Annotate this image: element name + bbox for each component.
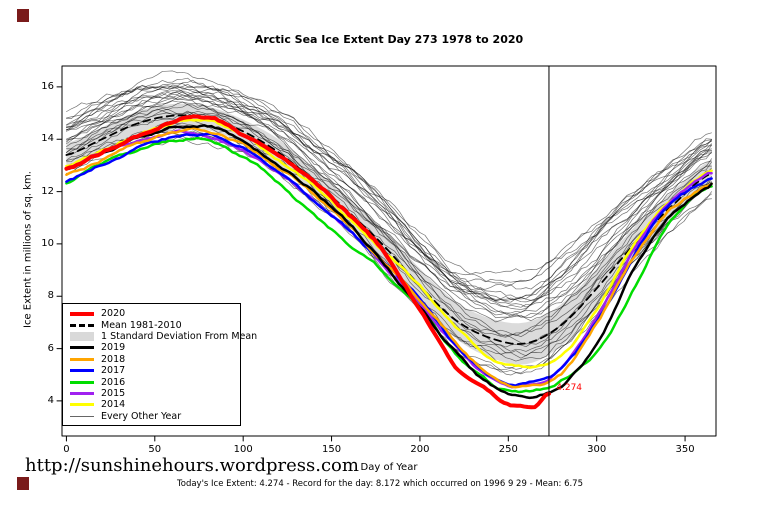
legend-item: Every Other Year — [69, 411, 234, 422]
x-tick-label: 50 — [148, 444, 162, 455]
legend-item: 2016 — [69, 376, 234, 388]
legend-item: 2020 — [69, 308, 234, 319]
legend-item-label: 2014 — [101, 399, 126, 411]
legend-item: 2019 — [69, 342, 234, 353]
legend-swatch-line-icon — [69, 380, 95, 384]
y-tick-label: 12 — [41, 185, 54, 197]
legend-item: 2015 — [69, 388, 234, 399]
x-tick-label: 250 — [498, 444, 518, 455]
legend-item: 2014 — [69, 399, 234, 410]
chart-caption: Today's Ice Extent: 4.274 - Record for t… — [177, 479, 583, 489]
x-tick-label: 350 — [675, 444, 695, 455]
legend-item-label: 2015 — [101, 387, 126, 399]
legend-item-label: Every Other Year — [101, 410, 182, 422]
legend-swatch-line-icon — [69, 391, 95, 395]
legend-item: 1 Standard Deviation From Mean — [69, 331, 257, 342]
x-tick-label: 0 — [63, 444, 70, 455]
source-url-text: http://sunshinehours.wordpress.com — [25, 455, 359, 476]
legend-item-label: 2018 — [101, 353, 126, 365]
current-value-annotation: 4.274 — [556, 382, 583, 393]
x-tick-label: 150 — [322, 444, 342, 455]
legend-swatch-line-icon — [69, 369, 95, 373]
legend-item-label: 2016 — [101, 376, 126, 388]
legend-swatch-line-icon — [69, 357, 95, 361]
corner-marker-top-left — [17, 9, 29, 22]
y-tick-label: 10 — [41, 237, 54, 249]
legend-item-label: 2020 — [101, 308, 126, 320]
legend-item-label: 1 Standard Deviation From Mean — [101, 330, 258, 342]
legend-swatch-line-icon — [69, 415, 95, 417]
x-tick-label: 300 — [587, 444, 607, 455]
legend-item-label: 2017 — [101, 365, 126, 377]
legend-item-label: Mean 1981-2010 — [101, 319, 182, 331]
x-tick-label: 100 — [233, 444, 253, 455]
y-tick-label: 4 — [47, 394, 54, 406]
y-tick-label: 8 — [47, 290, 54, 302]
chart-legend: 2020 Mean 1981-2010 1 Standard Deviation F… — [62, 303, 257, 426]
chart-title: Arctic Sea Ice Extent Day 273 1978 to 20… — [254, 33, 524, 46]
legend-swatch-line-icon — [69, 323, 95, 327]
legend-swatch-line-icon — [69, 311, 95, 316]
corner-marker-bottom-left — [17, 477, 29, 490]
y-tick-label: 14 — [41, 133, 54, 145]
y-tick-label: 6 — [47, 342, 54, 354]
legend-swatch-line-icon — [69, 346, 95, 350]
x-tick-label: 200 — [410, 444, 430, 455]
legend-item-label: 2019 — [101, 342, 126, 354]
y-axis-label: Ice Extent in millions of sq. km. — [22, 171, 34, 328]
legend-swatch-line-icon — [69, 403, 95, 407]
legend-item: Mean 1981-2010 — [69, 319, 234, 331]
legend-item: 2017 — [69, 365, 234, 376]
legend-item: 2018 — [69, 354, 234, 365]
x-axis-label: Day of Year — [360, 462, 418, 473]
legend-swatch-band-icon — [69, 331, 95, 341]
y-tick-label: 16 — [41, 80, 54, 92]
